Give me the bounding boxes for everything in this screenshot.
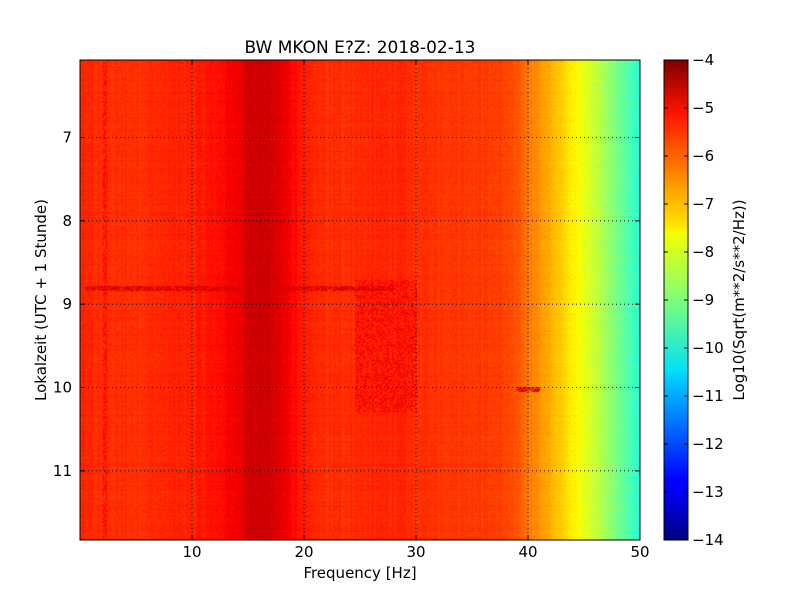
x-axis-label: Frequency [Hz] <box>303 564 416 582</box>
plot-frame <box>79 59 641 541</box>
spectrogram-heatmap <box>80 60 640 540</box>
y-tick-label: 8 <box>62 212 72 230</box>
x-tick-label: 50 <box>630 543 649 561</box>
grid-lines <box>80 60 640 540</box>
colorbar-tick-label: −13 <box>692 483 724 501</box>
y-axis-ticks: 7 8 9 10 11 <box>53 129 640 480</box>
y-tick-label: 7 <box>62 129 72 147</box>
x-tick-label: 20 <box>294 543 313 561</box>
y-tick-label: 10 <box>53 379 72 397</box>
colorbar-tick-label: −12 <box>692 435 724 453</box>
colorbar-tick-label: −6 <box>692 147 714 165</box>
y-axis-label: Lokalzeit (UTC + 1 Stunde) <box>32 199 50 401</box>
x-tick-label: 30 <box>406 543 425 561</box>
colorbar-tick-label: −9 <box>692 291 714 309</box>
x-axis-ticks: 10 20 30 40 50 <box>182 60 650 561</box>
colorbar-tick-label: −5 <box>692 99 714 117</box>
x-tick-label: 40 <box>518 543 537 561</box>
chart-title: BW MKON E?Z: 2018-02-13 <box>245 38 476 58</box>
y-tick-label: 11 <box>53 462 72 480</box>
colorbar-tick-label: −8 <box>692 243 714 261</box>
colorbar-tick-label: −14 <box>692 531 724 549</box>
x-tick-label: 10 <box>182 543 201 561</box>
colorbar-tick-label: −11 <box>692 387 724 405</box>
y-tick-label: 9 <box>62 295 72 313</box>
colorbar: −4 −5 −6 −7 −8 −9 −10 −11 −12 −13 −14 <box>663 51 724 549</box>
colorbar-label: Log10(Sqrt(m**2/s**2/Hz)) <box>730 199 748 400</box>
colorbar-tick-label: −10 <box>692 339 724 357</box>
plot-area: 10 20 30 40 50 7 8 9 10 11 <box>53 59 650 561</box>
colorbar-tick-label: −7 <box>692 195 714 213</box>
colorbar-ticks: −4 −5 −6 −7 −8 −9 −10 −11 −12 −13 −14 <box>664 51 724 549</box>
colorbar-tick-label: −4 <box>692 51 714 69</box>
